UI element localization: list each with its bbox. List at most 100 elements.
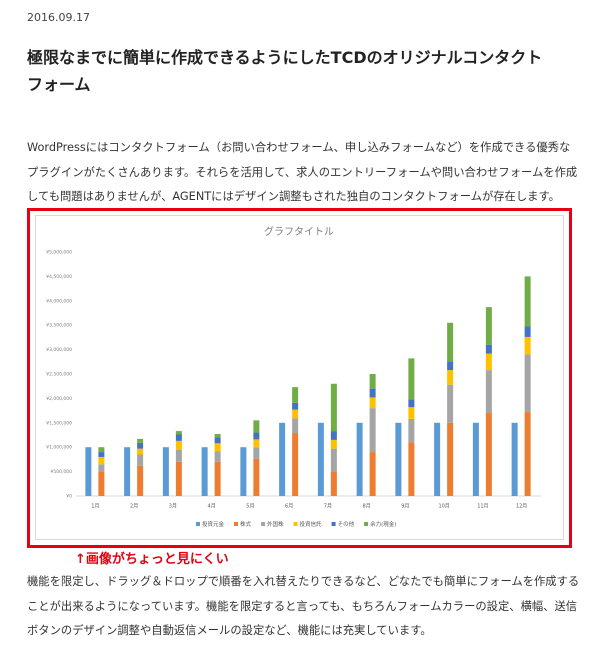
bar: [214, 461, 221, 496]
bar: [98, 452, 105, 457]
bar: [175, 449, 182, 462]
bar: [292, 409, 299, 419]
legend-swatch: [293, 522, 298, 526]
bar: [369, 397, 376, 409]
bar: [137, 442, 144, 449]
y-tick-label: ¥4,500,000: [46, 274, 72, 280]
bar: [279, 422, 286, 496]
chart-frame: グラフタイトル ¥0 ¥500,000 ¥1,000,000 ¥1,500,000 ¥2…: [35, 215, 564, 540]
x-tick-label: 5月: [246, 504, 254, 510]
bar: [330, 383, 337, 432]
paragraph: 機能を限定し、ドラッグ＆ドロップで順番を入れ替えたりできるなど、どなたでも簡単に…: [27, 570, 579, 644]
bar: [214, 451, 221, 462]
x-tick-label: 2月: [130, 504, 138, 510]
image-frame: グラフタイトル ¥0 ¥500,000 ¥1,000,000 ¥1,500,000 ¥2…: [27, 208, 572, 548]
post-date: 2016.09.17: [27, 11, 90, 24]
line: しても問題はありませんが、AGENTにはデザイン調整もされた独自のコンタクトフォ…: [27, 190, 560, 203]
title-line: 極限なまでに簡単に作成できるようにしたTCDのオリジナルコンタクト: [27, 48, 543, 67]
y-tick-label: ¥0: [66, 494, 72, 500]
chart: グラフタイトル ¥0 ¥500,000 ¥1,000,000 ¥1,500,000 ¥2…: [46, 225, 541, 528]
paragraph: WordPressにはコンタクトフォーム（お問い合わせフォーム、申し込みフォーム…: [27, 136, 577, 210]
bar: [201, 447, 208, 496]
bar: [175, 431, 182, 435]
y-tick-label: ¥3,500,000: [46, 323, 72, 329]
bar: [292, 402, 299, 410]
legend-swatch: [196, 522, 200, 526]
y-tick-label: ¥500,000: [51, 469, 73, 475]
bar: [447, 422, 454, 496]
bar: [408, 358, 415, 400]
bar: [472, 422, 479, 496]
bar: [524, 276, 531, 327]
bar: [137, 438, 144, 443]
x-tick-label: 9月: [401, 504, 409, 510]
y-tick-label: ¥3,000,000: [46, 347, 72, 353]
bar: [253, 420, 260, 433]
bar: [485, 307, 492, 345]
line: ことが出来るようになっています。機能を限定すると言っても、もちろんフォームカラー…: [27, 599, 578, 613]
bar: [137, 448, 144, 455]
y-tick-label: ¥1,500,000: [46, 420, 72, 426]
x-tick-label: 12月: [516, 504, 527, 510]
title-line: フォーム: [27, 75, 91, 94]
bar: [524, 336, 531, 355]
bar: [214, 434, 221, 438]
bar: [330, 431, 337, 440]
bar: [447, 384, 454, 423]
bar: [369, 452, 376, 496]
bar: [98, 471, 105, 496]
bar: [98, 447, 105, 453]
bar: [447, 370, 454, 385]
chart-title: グラフタイトル: [264, 225, 334, 238]
bar: [330, 439, 337, 449]
x-tick-label: 6月: [285, 504, 293, 510]
bar: [175, 440, 182, 450]
bar: [162, 447, 169, 496]
bar: [434, 422, 441, 496]
bar: [408, 407, 415, 419]
bar: [369, 408, 376, 453]
x-tick-label: 4月: [208, 504, 216, 510]
bar: [485, 353, 492, 371]
bar: [485, 413, 492, 496]
bar: [408, 418, 415, 443]
bar: [395, 422, 402, 496]
bar: [214, 437, 221, 444]
bar: [524, 354, 531, 413]
bar: [356, 422, 363, 496]
x-tick-label: 10月: [438, 504, 449, 510]
bar: [85, 447, 92, 496]
line: プラグインがたくさんあります。それらを活用して、求人のエントリーフォームや問い合…: [27, 165, 578, 179]
bar: [292, 387, 299, 403]
bar: [485, 344, 492, 354]
bar: [317, 422, 324, 496]
legend-swatch: [364, 522, 369, 526]
line: 機能を限定し、ドラッグ＆ドロップで順番を入れ替えたりできるなど、どなたでも簡単に…: [27, 575, 580, 588]
bar: [124, 447, 131, 496]
bar: [137, 465, 144, 496]
bar: [511, 422, 518, 496]
legend-label: 投資信託: [300, 520, 323, 528]
bar: [137, 454, 144, 466]
bar: [240, 447, 247, 496]
x-tick-label: 8月: [363, 504, 371, 510]
y-tick-label: ¥2,000,000: [46, 396, 72, 402]
bar: [447, 361, 454, 371]
legend-swatch: [234, 522, 239, 526]
x-tick-label: 3月: [169, 504, 177, 510]
line: ボタンのデザイン調整や自動返信メールの設定など、機能には充実しています。: [27, 624, 432, 637]
x-tick-label: 7月: [324, 504, 332, 510]
bar: [253, 458, 260, 496]
x-tick-label: 11月: [477, 504, 488, 510]
bar: [524, 326, 531, 337]
bar: [253, 439, 260, 448]
legend-label: 余力(現金): [370, 520, 396, 528]
legend-label: 外国株: [267, 520, 284, 528]
legend-label: 株式: [240, 520, 252, 528]
bar: [98, 456, 105, 465]
y-tick-label: ¥5,000,000: [46, 250, 72, 256]
legend-swatch: [261, 522, 266, 526]
bar: [253, 447, 260, 459]
y-tick-label: ¥4,000,000: [46, 298, 72, 304]
bar: [330, 471, 337, 496]
